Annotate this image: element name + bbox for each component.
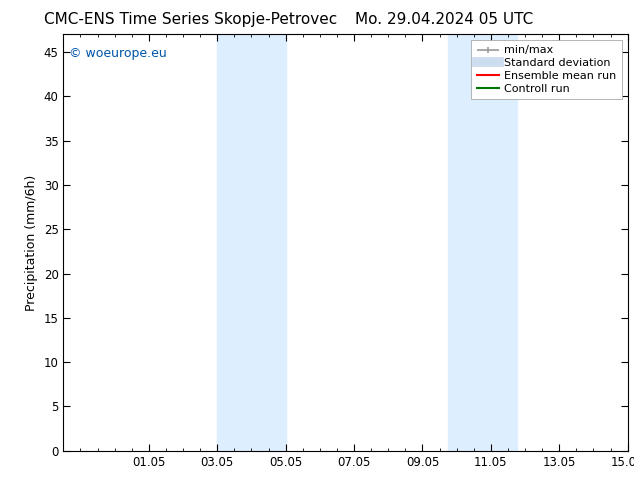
Text: Mo. 29.04.2024 05 UTC: Mo. 29.04.2024 05 UTC	[354, 12, 533, 27]
Legend: min/max, Standard deviation, Ensemble mean run, Controll run: min/max, Standard deviation, Ensemble me…	[471, 40, 622, 99]
Bar	[217, 34, 286, 451]
Y-axis label: Precipitation (mm/6h): Precipitation (mm/6h)	[25, 174, 38, 311]
Text: CMC-ENS Time Series Skopje-Petrovec: CMC-ENS Time Series Skopje-Petrovec	[44, 12, 337, 27]
Bar	[448, 34, 517, 451]
Text: © woeurope.eu: © woeurope.eu	[69, 47, 167, 60]
